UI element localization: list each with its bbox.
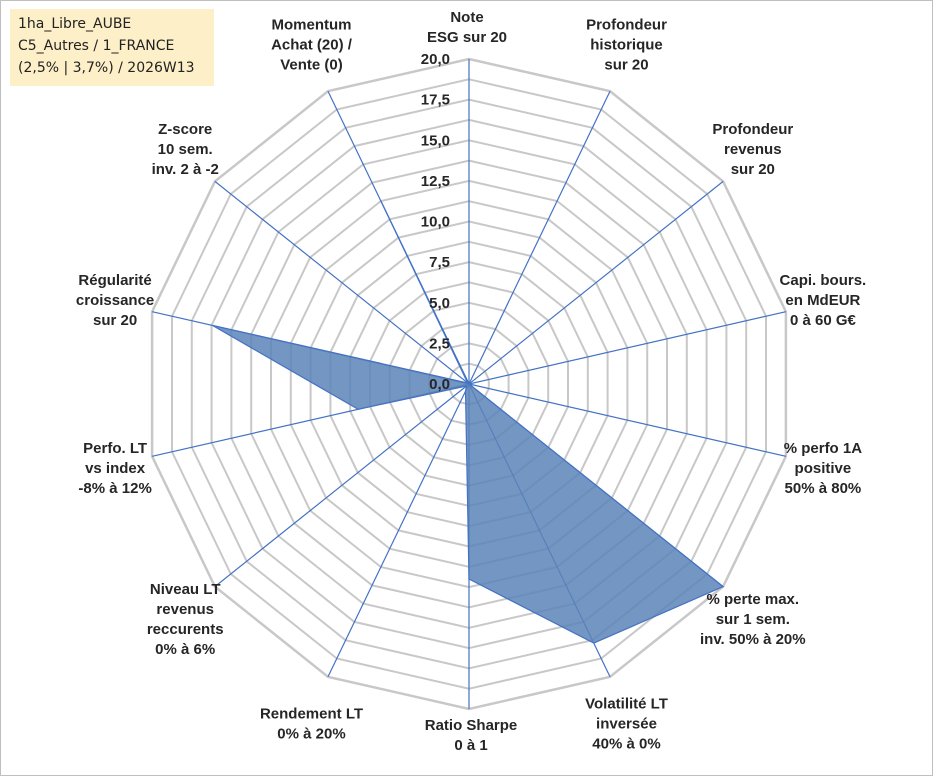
axis-label-line: sur 20 (604, 56, 648, 73)
axis-label: Rendement LT 0% à 20% (260, 706, 363, 743)
axis-label-line: Régularité (78, 272, 151, 289)
axis-label-line: -8% à 12% (78, 480, 151, 497)
axis-label-line: % perfo 1A (784, 440, 863, 457)
radar-spoke (468, 90, 611, 385)
info-line-2: C5_Autres / 1_FRANCE (18, 38, 175, 54)
axis-label-line: 40% à 0% (592, 736, 660, 753)
axis-label-line: Profondeur (586, 16, 667, 33)
axis-label: Z-score 10 sem. inv. 2 à -2 (152, 121, 219, 178)
axis-label-line: Ratio Sharpe (425, 717, 518, 734)
axis-label-line: sur 20 (93, 312, 137, 329)
tick-label: 10,0 (421, 214, 450, 231)
info-line-3: (2,5% | 3,7%) / 2026W13 (18, 60, 195, 76)
axis-label: Volatilité LT inversée 40% à 0% (585, 696, 668, 753)
axis-label: Régularité croissance sur 20 (76, 272, 154, 329)
axis-label: Perfo. LT vs index -8% à 12% (78, 440, 151, 497)
tick-label: 15,0 (421, 132, 450, 149)
axis-label-line: en MdEUR (785, 292, 860, 309)
radar-spoke (468, 311, 787, 385)
axis-label-line: 0% à 6% (155, 641, 215, 658)
tick-label: 17,5 (421, 92, 450, 109)
axis-label: Note ESG sur 20 (427, 9, 507, 46)
axis-label-line: Volatilité LT (585, 696, 668, 713)
axis-label-line: Perfo. LT (83, 440, 147, 457)
tick-label: 2,5 (429, 335, 450, 352)
axis-label: Profondeur historique sur 20 (586, 16, 667, 73)
axis-label-line: 0% à 20% (277, 726, 345, 743)
axis-label-line: Achat (20) / (271, 36, 353, 53)
axis-label-line: revenus (724, 141, 782, 158)
radar-spoke (327, 383, 470, 678)
axis-label: Profondeur revenus sur 20 (712, 121, 793, 178)
axis-label-line: % perte max. (707, 591, 800, 608)
radar-spoke (468, 180, 724, 385)
tick-label: 0,0 (429, 376, 450, 393)
axis-label-line: historique (590, 36, 663, 53)
axis-label-line: 10 sem. (158, 141, 213, 158)
axis-label: Capi. bours. en MdEUR 0 à 60 G€ (780, 272, 867, 329)
axis-label-line: Capi. bours. (780, 272, 867, 289)
axis-label: % perte max. sur 1 sem. inv. 50% à 20% (700, 591, 806, 648)
radar-series (212, 200, 725, 644)
axis-label-line: Niveau LT (150, 581, 221, 598)
axis-labels: Note ESG sur 20 Profondeur historique sur 20… (76, 9, 866, 754)
radar-spoke (214, 383, 470, 588)
radar-spoke (214, 180, 470, 385)
axis-label-line: reccurents (147, 621, 224, 638)
axis-label-line: inv. 50% à 20% (700, 631, 806, 648)
info-box: 1ha_Libre_AUBE C5_Autres / 1_FRANCE (2,5… (10, 9, 214, 86)
axis-label: Momentum Achat (20) / Vente (0) (271, 16, 353, 73)
axis-label: % perfo 1A positive 50% à 80% (784, 440, 863, 497)
tick-label: 20,0 (421, 51, 450, 68)
axis-label-line: positive (795, 460, 852, 477)
axis-label-line: ESG sur 20 (427, 29, 507, 46)
axis-label-line: 0 à 1 (454, 737, 487, 754)
axis-label: Ratio Sharpe 0 à 1 (425, 717, 518, 754)
axis-label-line: inversée (596, 716, 657, 733)
axis-label-line: Note (450, 9, 483, 26)
axis-label-line: Vente (0) (280, 56, 343, 73)
tick-label: 12,5 (421, 173, 450, 190)
radar-spoke (468, 383, 787, 457)
axis-label-line: revenus (156, 601, 214, 618)
tick-label: 5,0 (429, 295, 450, 312)
axis-label-line: Z-score (158, 121, 212, 138)
axis-label-line: 50% à 80% (785, 480, 862, 497)
axis-label-line: vs index (85, 460, 146, 477)
radial-tick-labels: 0,0 2,5 5,0 7,5 10,0 12,5 15,0 17,5 20,0 (421, 51, 450, 393)
axis-label: Niveau LT revenus reccurents 0% à 6% (147, 581, 224, 658)
axis-label-line: 0 à 60 G€ (790, 312, 857, 329)
axis-label-line: croissance (76, 292, 154, 309)
axis-label-line: Profondeur (712, 121, 793, 138)
info-line-1: 1ha_Libre_AUBE (18, 16, 132, 32)
tick-label: 7,5 (429, 254, 450, 271)
axis-label-line: Momentum (272, 16, 352, 33)
axis-label-line: sur 20 (731, 161, 775, 178)
axis-label-line: sur 1 sem. (716, 611, 790, 628)
axis-label-line: inv. 2 à -2 (152, 161, 219, 178)
axis-label-line: Rendement LT (260, 706, 363, 723)
